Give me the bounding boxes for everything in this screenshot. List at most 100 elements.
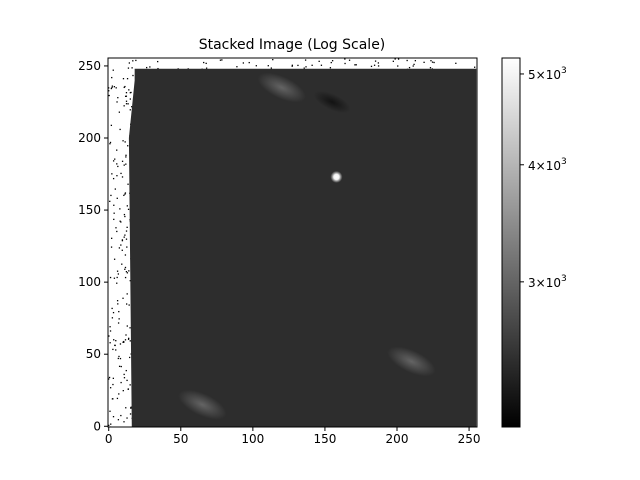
noise-pixel [125,103,128,105]
noise-pixel [115,340,117,342]
noise-pixel [126,303,128,305]
noise-pixel [111,85,114,87]
noise-pixel [116,101,118,103]
noise-pixel [121,160,124,162]
noise-pixel [408,66,411,69]
noise-pixel [413,63,415,66]
noise-pixel [130,91,132,94]
noise-pixel [116,282,118,284]
noise-pixel [117,322,120,324]
noise-pixel [205,62,207,65]
noise-pixel [126,417,128,419]
noise-pixel [129,327,131,329]
noise-pixel [219,59,222,61]
noise-pixel [221,59,223,61]
noise-pixel [122,341,124,343]
noise-pixel [111,76,113,79]
noise-pixel [120,381,122,384]
noise-pixel [116,397,119,400]
noise-pixel [124,141,126,143]
noise-pixel [128,270,130,272]
diffuse-glow [178,389,227,420]
noise-pixel [112,311,115,314]
noise-pixel [122,78,125,80]
noise-pixel [117,165,119,168]
noise-pixel [374,60,377,62]
noise-pixel [109,342,111,344]
noise-pixel [205,67,208,69]
noise-pixel [123,236,125,238]
noise-pixel [320,64,323,66]
noise-pixel [123,377,126,379]
noise-pixel [112,416,115,418]
noise-pixel [116,230,118,233]
noise-pixel [117,303,119,305]
noise-pixel [111,173,113,175]
noise-pixel [128,62,131,64]
noise-pixel [108,378,110,380]
noise-pixel [114,188,116,190]
noise-pixel [110,246,113,248]
noise-pixel [118,310,120,313]
noise-pixel [111,307,113,310]
noise-pixel [344,58,346,60]
noise-pixel [412,65,414,67]
noise-pixel [429,67,432,69]
noise-pixel [113,277,116,279]
noise-pixel [120,365,122,368]
noise-pixel [109,410,111,412]
noise-pixel [377,65,380,67]
noise-pixel [433,61,435,64]
noise-pixel [123,421,125,423]
noise-pixel [116,149,118,151]
plot-frame [107,57,478,428]
bright-point-source [330,170,343,183]
noise-pixel [157,67,159,70]
noise-pixel [120,414,122,417]
diffuse-features [178,72,436,420]
noise-pixel [123,373,125,376]
noise-pixel [119,343,122,345]
noise-pixel [157,60,159,63]
noise-pixel [113,258,116,260]
noise-pixel [118,318,120,320]
noise-pixel [131,67,133,69]
noise-pixel [124,193,126,195]
noise-pixel [109,330,112,332]
noise-pixel [110,423,112,425]
noise-pixel [297,64,299,67]
noise-pixel [129,98,131,100]
noise-pixel [127,183,129,185]
noise-pixel [124,234,126,236]
x-axis: 0 50 100 150 200 250 [105,427,481,446]
noise-pixel [123,164,125,166]
chart-title: Stacked Image (Log Scale) [199,37,386,53]
noise-pixel [132,60,134,62]
noise-pixel [414,60,417,62]
dark-streak [313,90,351,114]
noise-pixel [121,176,124,178]
noise-pixel [108,376,111,379]
noise-pixel [423,61,425,63]
noise-pixel [113,204,115,206]
diffuse-glow [257,72,306,103]
noise-pixel [124,254,127,256]
noise-pixel [112,377,115,379]
noise-pixel [115,87,117,89]
noise-pixel [121,240,124,242]
noise-pixel [126,379,128,382]
noise-pixel [124,268,126,270]
noise-pixel [128,89,130,91]
noise-pixel [127,338,130,340]
noise-pixel [129,280,131,282]
noise-pixel [474,66,476,68]
noise-pixel [125,230,128,232]
noise-pixel [125,154,127,156]
colorbar [501,57,521,428]
noise-pixel [115,349,117,351]
colorbar-axis: 3×103 4×103 5×103 [520,66,567,290]
noise-pixel [109,387,112,389]
noise-pixel [128,304,130,306]
noise-pixel [291,64,294,66]
x-tick-label: 250 [458,432,481,446]
